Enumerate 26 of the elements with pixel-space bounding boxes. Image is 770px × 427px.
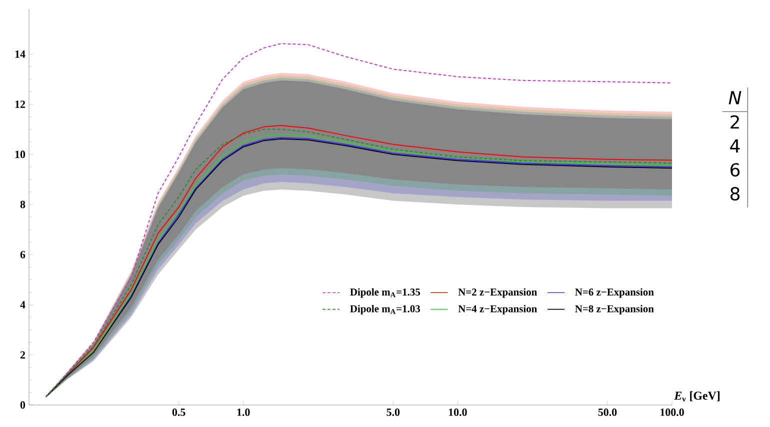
legend-label: Dipole m$_{A}$=1.35 <box>350 288 420 298</box>
text: 8 <box>730 186 740 201</box>
text: 2 <box>730 115 739 129</box>
y-tick-label: 8 <box>20 200 26 208</box>
y-tick-label: 2 <box>20 351 25 358</box>
text: 4 <box>730 139 740 152</box>
legend-label: N=4 z−Expansion <box>458 304 538 314</box>
y-tick-label: 14 <box>15 50 26 58</box>
legend-label: Dipole m$_{A}$=1.03 <box>350 304 420 314</box>
x-tick-label: 0.5 <box>172 408 186 416</box>
y-tick-label: 10 <box>15 150 26 158</box>
text: 6 <box>730 163 740 177</box>
y-tick-label: 4 <box>20 301 26 308</box>
x-axis-title: E$_{ν}$ [GeV] <box>674 391 720 402</box>
x-tick-label: 100.0 <box>660 408 684 416</box>
x-tick-label: 5.0 <box>386 408 400 416</box>
x-tick-label: 10.0 <box>448 408 467 416</box>
legend-label: N=2 z−Expansion <box>458 288 538 298</box>
legend-label: N=8 z−Expansion <box>575 304 654 314</box>
y-tick-label: 12 <box>15 100 25 108</box>
y-tick-label: 6 <box>20 250 26 258</box>
x-tick-label: 1.0 <box>237 408 250 416</box>
x-tick-label: 50.0 <box>598 408 617 416</box>
y-tick-label: 0 <box>20 401 26 409</box>
legend-label: N=6 z−Expansion <box>575 288 654 298</box>
text: N <box>728 91 742 104</box>
